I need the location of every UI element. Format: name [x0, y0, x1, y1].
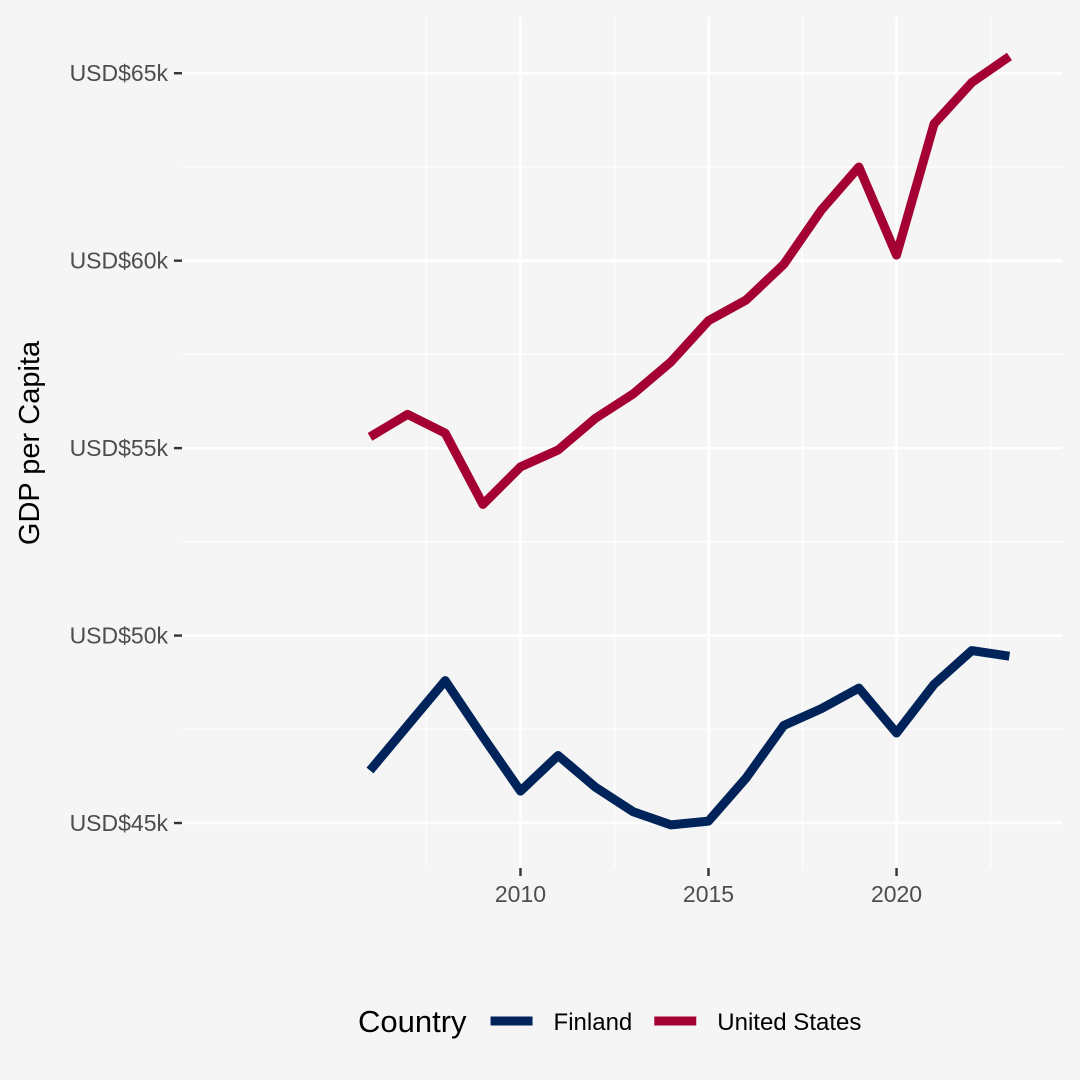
legend-items: Finland United States	[490, 1009, 861, 1036]
y-tick-label: USD$65k	[70, 60, 169, 86]
y-axis: USD$45k USD$50k USD$55k USD$60k USD$65k	[70, 60, 182, 836]
legend-item-united-states: United States	[654, 1009, 861, 1036]
legend-item-finland: Finland	[490, 1009, 633, 1036]
legend-title: Country	[358, 1004, 467, 1039]
legend-label-united-states: United States	[717, 1009, 861, 1036]
y-tick-label: USD$55k	[70, 435, 169, 461]
series-lines	[366, 52, 1012, 830]
y-tick-label: USD$50k	[70, 623, 169, 649]
y-tick-label: USD$60k	[70, 248, 169, 274]
x-tick-label: 2015	[683, 881, 734, 907]
grid-major	[182, 17, 1062, 868]
y-tick-label: USD$45k	[70, 810, 169, 836]
legend: Country Finland United States	[358, 1004, 861, 1039]
legend-label-finland: Finland	[554, 1009, 633, 1036]
y-axis-title: GDP per Capita	[14, 340, 46, 545]
series-line-finland	[366, 646, 1011, 830]
grid-minor	[182, 17, 1062, 868]
series-line-united-states	[367, 52, 1012, 509]
x-tick-label: 2020	[871, 881, 922, 907]
x-tick-label: 2010	[495, 881, 546, 907]
x-axis: 2010 2015 2020	[495, 868, 922, 907]
